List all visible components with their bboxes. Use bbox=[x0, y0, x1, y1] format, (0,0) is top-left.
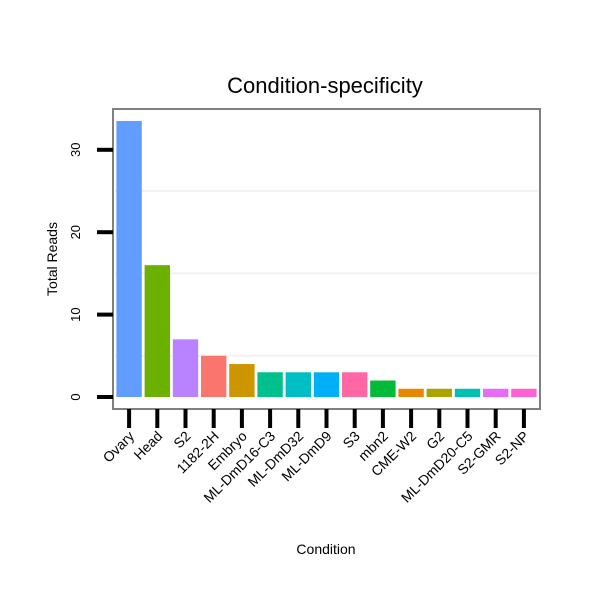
bar-ML-DmD20-C5 bbox=[454, 388, 481, 397]
bars bbox=[116, 120, 537, 398]
bar-ML-DmD9 bbox=[313, 372, 340, 397]
bar-ML-DmD32 bbox=[285, 372, 311, 397]
y-tick-label: 30 bbox=[68, 143, 83, 157]
bar-1182-2H bbox=[201, 355, 227, 397]
y-axis-title: Total Reads bbox=[44, 222, 60, 296]
x-tick-label: Head bbox=[130, 428, 165, 463]
bar-Ovary bbox=[116, 120, 142, 398]
chart-title: Condition-specificity bbox=[227, 73, 423, 98]
y-tick-label: 20 bbox=[68, 225, 83, 239]
y-tick-label: 10 bbox=[68, 307, 83, 321]
y-axis: 0 10 20 30 bbox=[68, 143, 113, 401]
bar-Head bbox=[144, 265, 170, 397]
x-axis-title: Condition bbox=[296, 541, 355, 557]
y-tick-label: 0 bbox=[68, 393, 83, 400]
bar-ML-DmD16-C3 bbox=[257, 372, 283, 397]
bar-S3 bbox=[342, 372, 368, 397]
bar-CME-W2 bbox=[398, 388, 424, 397]
bar-S2-NP bbox=[511, 388, 537, 397]
bar-Embryo bbox=[229, 364, 255, 397]
x-tick-label: Ovary bbox=[100, 428, 138, 466]
bar-S2-GMR bbox=[483, 388, 509, 397]
bar-S2 bbox=[172, 339, 199, 397]
bar-mbn2 bbox=[370, 380, 396, 397]
bar-G2 bbox=[426, 388, 452, 397]
